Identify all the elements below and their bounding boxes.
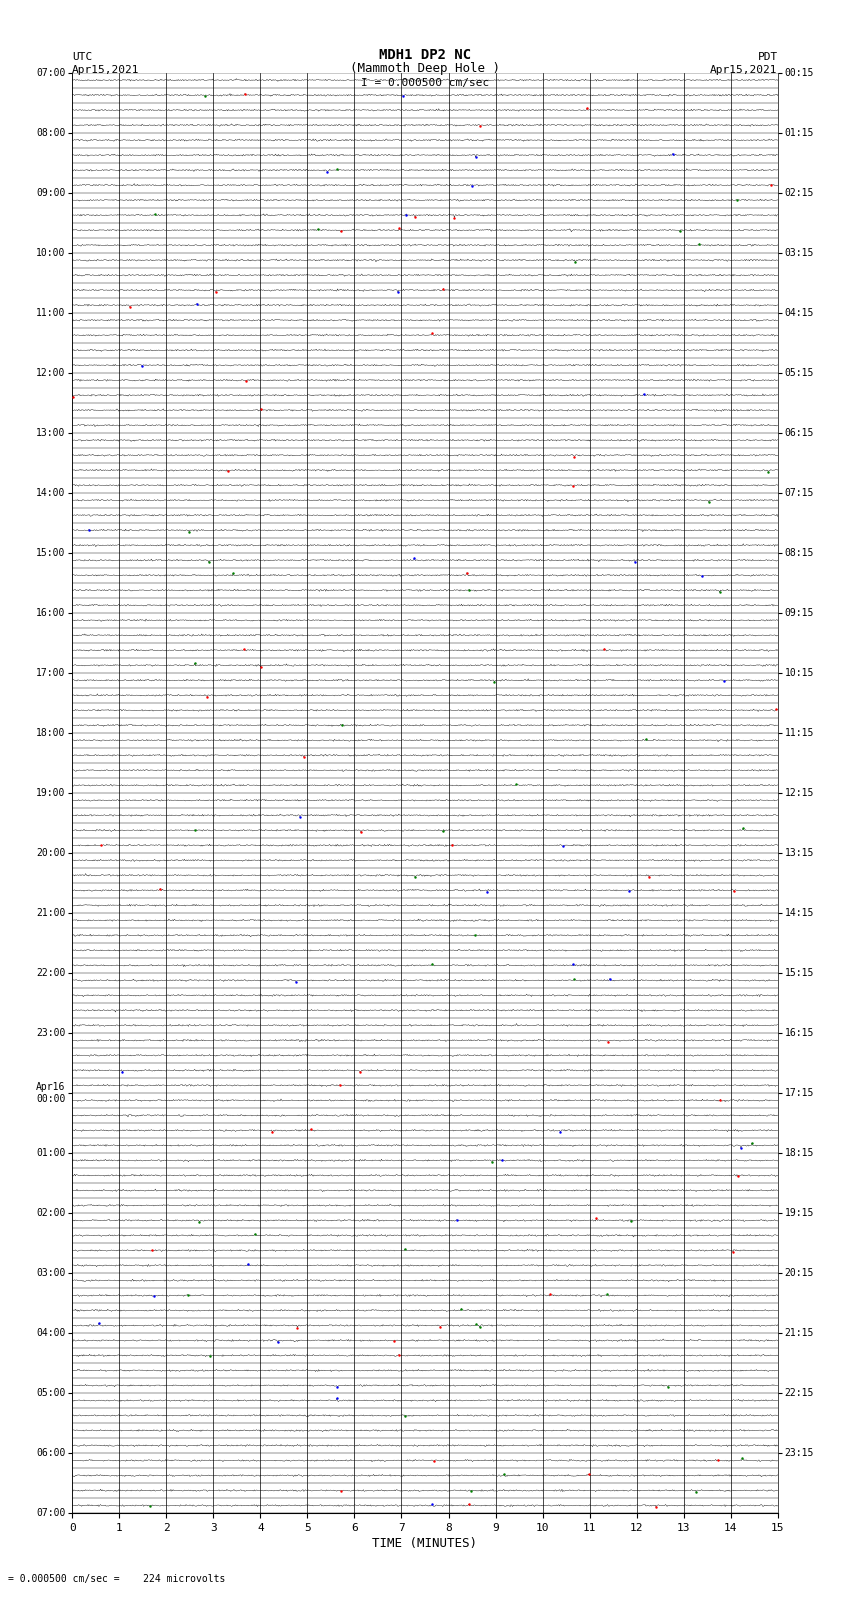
Text: UTC: UTC bbox=[72, 52, 93, 63]
Text: Apr15,2021: Apr15,2021 bbox=[72, 65, 139, 76]
Text: = 0.000500 cm/sec =    224 microvolts: = 0.000500 cm/sec = 224 microvolts bbox=[8, 1574, 226, 1584]
Text: PDT: PDT bbox=[757, 52, 778, 63]
Text: (Mammoth Deep Hole ): (Mammoth Deep Hole ) bbox=[350, 61, 500, 76]
Text: Apr15,2021: Apr15,2021 bbox=[711, 65, 778, 76]
Text: MDH1 DP2 NC: MDH1 DP2 NC bbox=[379, 48, 471, 63]
X-axis label: TIME (MINUTES): TIME (MINUTES) bbox=[372, 1537, 478, 1550]
Text: I = 0.000500 cm/sec: I = 0.000500 cm/sec bbox=[361, 77, 489, 87]
